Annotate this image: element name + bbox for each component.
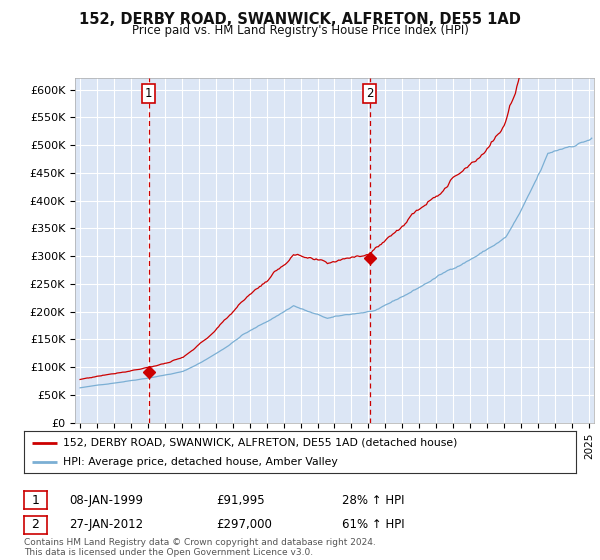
Text: £297,000: £297,000 [216, 518, 272, 531]
Text: Price paid vs. HM Land Registry's House Price Index (HPI): Price paid vs. HM Land Registry's House … [131, 24, 469, 36]
Text: HPI: Average price, detached house, Amber Valley: HPI: Average price, detached house, Ambe… [62, 457, 337, 467]
Text: Contains HM Land Registry data © Crown copyright and database right 2024.
This d: Contains HM Land Registry data © Crown c… [24, 538, 376, 557]
Text: 08-JAN-1999: 08-JAN-1999 [69, 493, 143, 507]
Text: 1: 1 [31, 493, 40, 507]
Text: 28% ↑ HPI: 28% ↑ HPI [342, 493, 404, 507]
Text: 2: 2 [366, 87, 373, 100]
Text: 1: 1 [145, 87, 152, 100]
Text: 61% ↑ HPI: 61% ↑ HPI [342, 518, 404, 531]
Text: 2: 2 [31, 518, 40, 531]
Text: £91,995: £91,995 [216, 493, 265, 507]
Text: 152, DERBY ROAD, SWANWICK, ALFRETON, DE55 1AD (detached house): 152, DERBY ROAD, SWANWICK, ALFRETON, DE5… [62, 437, 457, 447]
Text: 27-JAN-2012: 27-JAN-2012 [69, 518, 143, 531]
Text: 152, DERBY ROAD, SWANWICK, ALFRETON, DE55 1AD: 152, DERBY ROAD, SWANWICK, ALFRETON, DE5… [79, 12, 521, 27]
